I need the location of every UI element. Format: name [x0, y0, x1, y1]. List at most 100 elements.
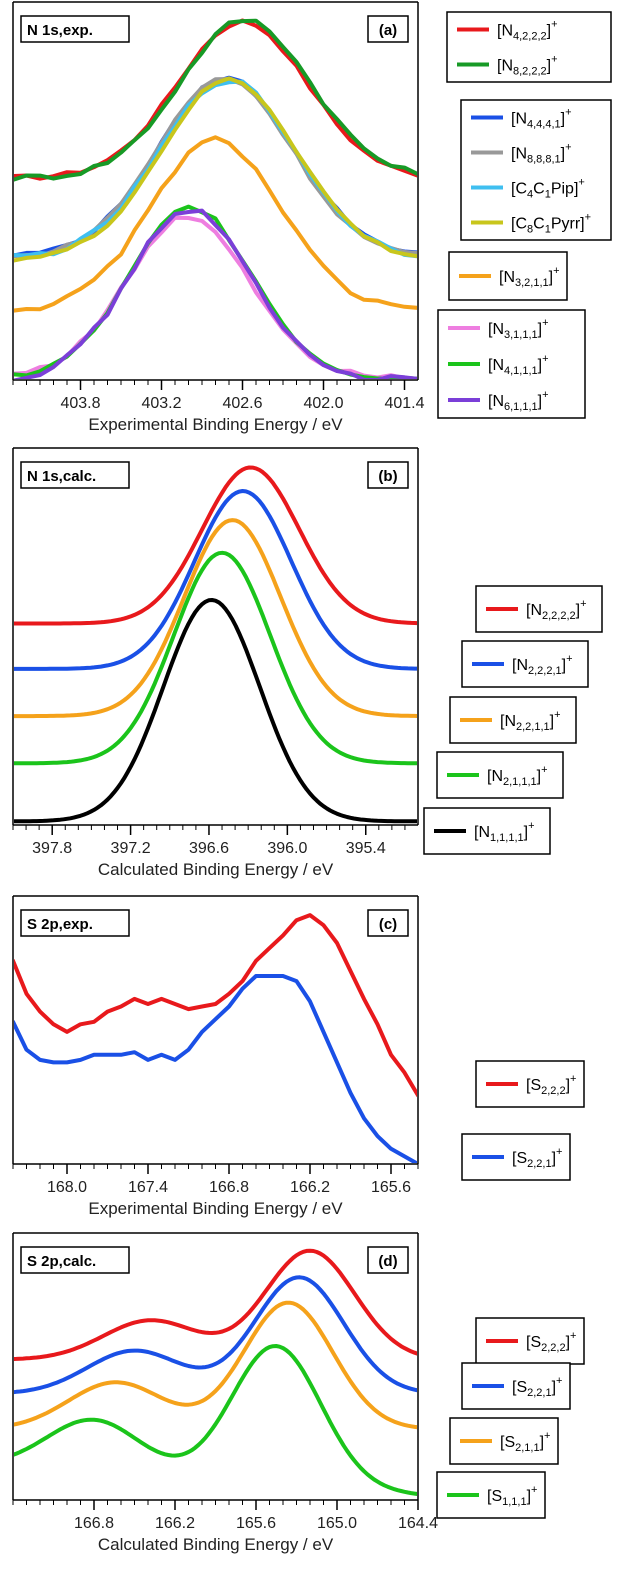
series-line-n3-2-1-1: [14, 135, 417, 313]
series-line-n6-1-1-1: [14, 208, 417, 379]
x-tick-label: 166.2: [290, 1179, 330, 1196]
x-tick-label: 165.6: [236, 1515, 276, 1532]
panel-title-box: [20, 1246, 130, 1274]
panel-letter: (c): [379, 916, 397, 933]
legend-box: [N2,1,1,1]+: [436, 751, 564, 799]
legend-box: [S1,1,1]+: [436, 1471, 546, 1519]
legend-entry: [N2,2,1,1]+: [500, 709, 561, 733]
legend-entry: [C8C1Pyrr]+: [511, 212, 591, 236]
legend-entry: [N4,1,1,1]+: [488, 353, 549, 377]
panel-title: S 2p,calc.: [27, 1253, 96, 1270]
legend-entry: [C4C1Pip]+: [511, 177, 585, 201]
legend-entry: [N8,8,8,1]+: [511, 142, 572, 166]
panel-c: 168.0 167.4 166.8 166.2 165.6 Experimental Bi…: [12, 895, 585, 1218]
x-tick-label: 166.8: [209, 1179, 249, 1196]
series-line-n2-2-2-2: [14, 465, 417, 626]
x-axis-label: Calculated Binding Energy / eV: [98, 860, 334, 879]
panel-title: N 1s,exp.: [27, 22, 93, 39]
legend-entry: [N4,4,4,1]+: [511, 107, 572, 131]
x-tick-label: 166.8: [74, 1515, 114, 1532]
legend-box: [N1,1,1,1]+: [423, 807, 551, 855]
x-tick-label: 167.4: [128, 1179, 168, 1196]
panel-letter-box: [367, 1246, 409, 1274]
panel-d: 166.8 166.2 165.6 165.0 164.4 Calculated Bind…: [12, 1232, 585, 1554]
legend-frame: [475, 585, 603, 633]
legend-entry: [N2,2,2,2]+: [526, 598, 587, 622]
panel-letter: (d): [378, 1253, 397, 1270]
legend-box: [N4,4,4,1]+ [N8,8,8,1]+ [C4C1Pip]+ [C8C1Pyr…: [460, 99, 612, 241]
series-line-n4-2-2-2: [14, 18, 417, 181]
legend-box: [N3,1,1,1]+ [N4,1,1,1]+ [N6,1,1,1]+: [437, 309, 586, 419]
legend-box: [S2,2,2]+: [475, 1317, 585, 1365]
legend-frame: [446, 11, 612, 83]
x-axis-label: Experimental Binding Energy / eV: [88, 415, 343, 434]
x-tick-label: 403.2: [141, 395, 181, 412]
legend-entry: [N8,2,2,2]+: [497, 54, 558, 78]
x-tick-label: 168.0: [47, 1179, 87, 1196]
panel-letter-box: [367, 461, 409, 489]
legend-entry: [N1,1,1,1]+: [474, 820, 535, 844]
legend-box: [S2,2,2]+: [475, 1060, 585, 1108]
legend-box: [S2,2,1]+: [461, 1362, 571, 1410]
series-line-s2-1-1: [14, 1300, 417, 1430]
legend-box: [N2,2,1,1]+: [449, 696, 577, 744]
x-tick-label: 165.0: [317, 1515, 357, 1532]
panel-title: N 1s,calc.: [27, 468, 96, 485]
x-tick-label: 395.4: [346, 840, 386, 857]
series-line-n2-1-1-1: [14, 550, 417, 766]
x-tick-label: 397.2: [111, 840, 151, 857]
x-tick-label: 402.6: [222, 395, 262, 412]
legend-entry: [S2,2,2]+: [526, 1330, 576, 1354]
series-line-n8-2-2-2: [14, 18, 417, 182]
x-tick-label: 402.0: [303, 395, 343, 412]
panel-title-box: [20, 15, 130, 43]
legend-entry: [S2,2,1]+: [512, 1146, 562, 1170]
panel-a: 403.8 403.2 402.6 402.0 401.4 Experimental Bi…: [12, 1, 612, 434]
series-line-n1-1-1-1: [14, 598, 417, 824]
panel-title-box: [20, 909, 130, 937]
legend-box: [N3,2,1,1]+: [448, 251, 568, 301]
legend-entry: [N2,2,2,1]+: [512, 653, 573, 677]
x-tick-label: 397.8: [32, 840, 72, 857]
series-line-s2-2-1: [14, 1275, 417, 1395]
legend-entry: [N6,1,1,1]+: [488, 389, 549, 413]
legend-entry: [S2,1,1]+: [500, 1430, 550, 1454]
x-tick-label: 166.2: [155, 1515, 195, 1532]
series-group: [14, 1248, 417, 1496]
x-tick-label: 165.6: [371, 1179, 411, 1196]
x-tick-label: 401.4: [384, 395, 424, 412]
legend-entry: [N4,2,2,2]+: [497, 19, 558, 43]
series-line-c8c1pyrr: [14, 76, 417, 263]
panel-letter-box: [367, 909, 409, 937]
x-axis-label: Experimental Binding Energy / eV: [88, 1199, 343, 1218]
series-line-s2-2-2: [14, 913, 417, 1098]
legend-box: [N2,2,2,1]+: [461, 640, 589, 688]
panel-title: S 2p,exp.: [27, 916, 93, 933]
panel-title-box: [20, 461, 130, 489]
series-line-n2-2-2-1: [14, 489, 417, 671]
series-line-s1-1-1: [14, 1344, 417, 1496]
legend-box: [S2,1,1]+: [449, 1417, 559, 1465]
x-tick-label: 396.6: [189, 840, 229, 857]
panel-letter: (b): [378, 468, 397, 485]
series-group: [14, 913, 417, 1163]
legend-box: [N4,2,2,2]+ [N8,2,2,2]+: [446, 11, 612, 83]
legend-box: [N2,2,2,2]+: [475, 585, 603, 633]
legend-entry: [S2,2,2]+: [526, 1073, 576, 1097]
x-tick-label: 164.4: [398, 1515, 438, 1532]
series-group: [14, 18, 417, 379]
panel-letter-box: [367, 15, 409, 43]
series-line-n2-2-1-1: [14, 518, 417, 719]
panel-letter: (a): [379, 22, 397, 39]
legend-entry: [S2,2,1]+: [512, 1375, 562, 1399]
x-axis-label: Calculated Binding Energy / eV: [98, 1535, 334, 1554]
x-tick-label: 396.0: [267, 840, 307, 857]
legend-entry: [N2,1,1,1]+: [487, 764, 548, 788]
legend-entry: [N3,1,1,1]+: [488, 317, 549, 341]
legend-entry: [N3,2,1,1]+: [499, 265, 560, 289]
series-line-s2-2-1: [14, 974, 417, 1163]
series-group: [14, 465, 417, 824]
x-tick-label: 403.8: [60, 395, 100, 412]
series-line-s2-2-2: [14, 1248, 417, 1361]
